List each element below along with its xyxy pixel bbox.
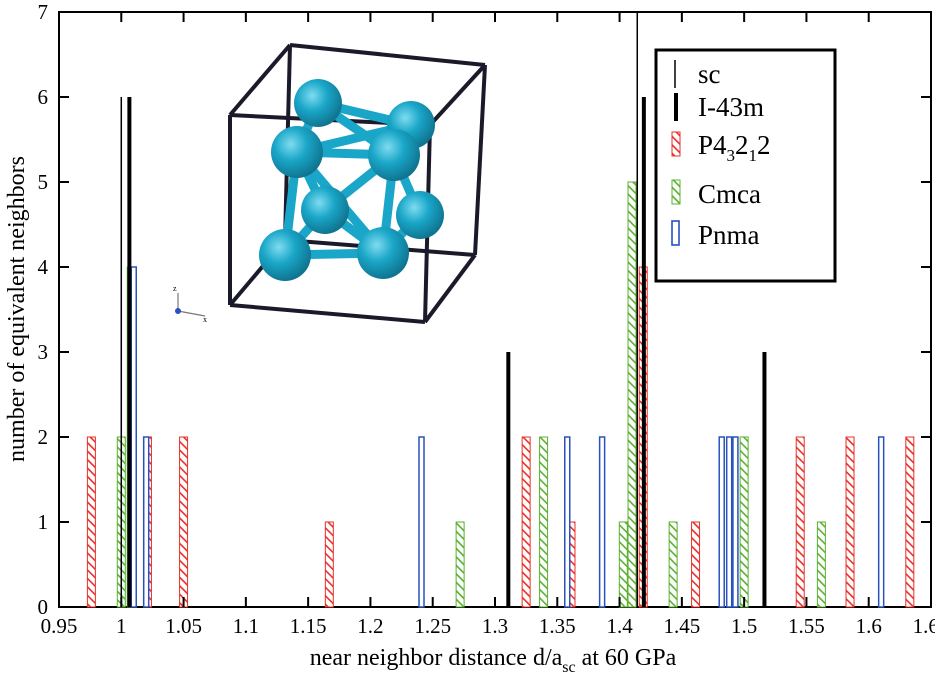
x-tick-label: 1.55 [788,614,825,638]
legend: sc I-43m P43212 Cmca Pnma [656,50,835,281]
legend-label-p43212-sub2: 1 [749,146,758,165]
bar-cmca [817,522,825,607]
bar-pnma [565,437,570,607]
bar-cmca [669,522,677,607]
axis-z-label: z [173,284,177,293]
legend-label-pnma: Pnma [698,220,760,250]
x-tick-label: 1.3 [482,614,508,638]
x-axis-title-suffix: at 60 GPa [576,645,677,671]
legend-label-p43212-sub1: 3 [727,146,736,165]
x-tick-label: 1.2 [357,614,383,638]
bar-cmca [740,437,748,607]
bar-p4 [87,437,95,607]
bar-p4 [325,522,333,607]
y-tick-label: 4 [38,255,49,279]
x-axis-title-main: near neighbor distance d/a [310,645,563,671]
legend-label-i43m: I-43m [698,92,764,122]
y-tick-label: 3 [38,340,49,364]
x-tick-label: 1.6 [856,614,882,638]
crystal-structure-inset: z x [173,45,485,324]
x-tick-label: 1.25 [414,614,451,638]
legend-label-p43212-part2: 2 [735,130,749,160]
bar-cmca [619,522,627,607]
bar-p4 [796,437,804,607]
bar-pnma [419,437,424,607]
legend-label-p43212-part1: P4 [698,130,727,160]
y-tick-label: 2 [38,425,49,449]
legend-label-p43212-part3: 2 [757,130,771,160]
bar-pnma [879,437,884,607]
bar-cmca [628,182,636,607]
x-tick-label: 1.45 [663,614,700,638]
x-axis-title: near neighbor distance d/asc at 60 GPa [310,645,677,676]
bar-p4 [906,437,914,607]
x-tick-label: 1.15 [290,614,327,638]
bar-pnma [733,437,738,607]
bar-pnma [719,437,724,607]
bar-pnma [144,437,149,607]
bar-pnma [131,267,136,607]
legend-label-cmca: Cmca [698,179,761,209]
x-tick-label: 1.4 [606,614,633,638]
y-tick-label: 7 [38,0,49,24]
y-tick-label: 5 [38,170,49,194]
x-tick-label: 1.35 [539,614,576,638]
bar-p4 [180,437,188,607]
y-axis-title: number of equivalent neighbors [4,156,30,462]
legend-label-sc: sc [698,59,721,89]
y-tick-label: 1 [38,510,49,534]
legend-label-p43212: P43212 [698,130,771,165]
bar-pnma [727,437,732,607]
bar-p4 [846,437,854,607]
y-tick-label: 6 [38,85,49,109]
x-tick-label: 1 [116,614,127,638]
x-axis-title-sub: sc [562,659,575,676]
bar-cmca [456,522,464,607]
axis-x-label: x [203,315,207,324]
bar-cmca [540,437,548,607]
x-tick-label: 1.65 [913,614,935,638]
y-tick-label: 0 [38,595,49,619]
bar-pnma [600,437,605,607]
bar-p4 [692,522,700,607]
x-tick-label: 1.5 [731,614,757,638]
x-tick-label: 1.1 [233,614,259,638]
orientation-axes-icon: z x [173,284,207,324]
x-tick-label: 1.05 [165,614,202,638]
bar-p4 [522,437,530,607]
